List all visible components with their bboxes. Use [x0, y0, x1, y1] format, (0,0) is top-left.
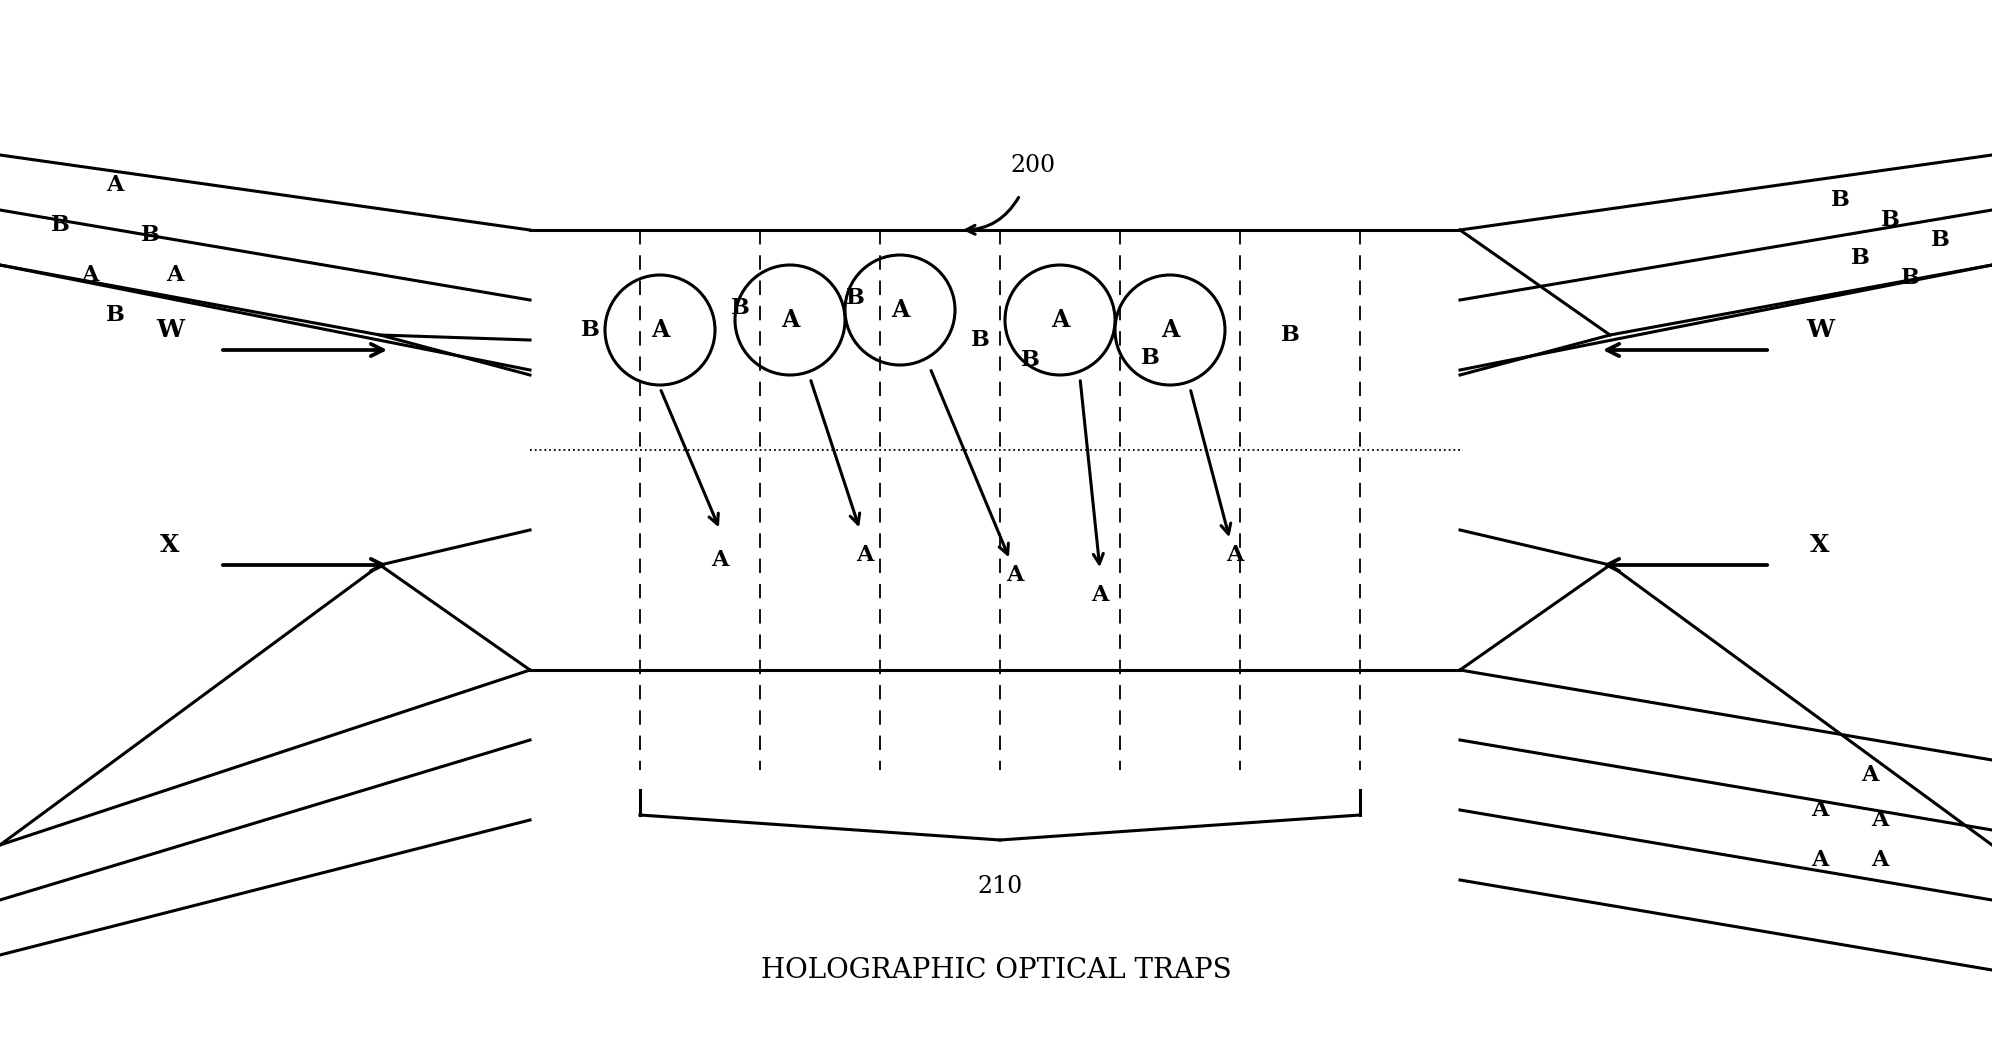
Text: B: B — [731, 297, 749, 319]
Text: B: B — [1880, 209, 1900, 231]
Text: A: A — [1811, 849, 1829, 871]
Text: A: A — [1870, 809, 1888, 831]
Text: A: A — [1811, 799, 1829, 821]
Text: A: A — [1006, 564, 1024, 586]
Text: A: A — [1861, 763, 1878, 786]
Text: 210: 210 — [978, 875, 1022, 898]
Text: A: A — [82, 264, 100, 286]
Text: A: A — [857, 544, 874, 566]
Text: A: A — [1092, 584, 1110, 606]
Text: B: B — [1851, 247, 1868, 269]
Text: A: A — [1227, 544, 1243, 566]
Text: A: A — [711, 549, 729, 571]
Text: X: X — [159, 533, 179, 557]
Text: B: B — [845, 287, 865, 309]
Text: B: B — [106, 304, 124, 326]
Text: X: X — [1811, 533, 1831, 557]
Text: HOLOGRAPHIC OPTICAL TRAPS: HOLOGRAPHIC OPTICAL TRAPS — [761, 957, 1231, 983]
Text: B: B — [141, 224, 159, 246]
Text: A: A — [781, 308, 799, 332]
Text: 200: 200 — [1010, 153, 1056, 176]
Text: B: B — [1141, 347, 1159, 369]
Text: A: A — [1052, 308, 1070, 332]
Text: W: W — [1807, 318, 1835, 342]
Text: W: W — [155, 318, 183, 342]
Text: B: B — [1020, 348, 1040, 371]
Text: A: A — [651, 318, 669, 342]
Text: A: A — [165, 264, 183, 286]
Text: B: B — [1930, 229, 1950, 251]
Text: A: A — [106, 174, 124, 196]
Text: B: B — [970, 329, 990, 351]
Text: B: B — [1900, 267, 1920, 289]
Text: B: B — [50, 214, 70, 235]
Text: B: B — [580, 319, 600, 341]
Text: A: A — [890, 298, 908, 322]
Text: B: B — [1831, 189, 1849, 211]
Text: B: B — [1281, 324, 1299, 346]
Text: A: A — [1161, 318, 1179, 342]
Text: A: A — [1870, 849, 1888, 871]
